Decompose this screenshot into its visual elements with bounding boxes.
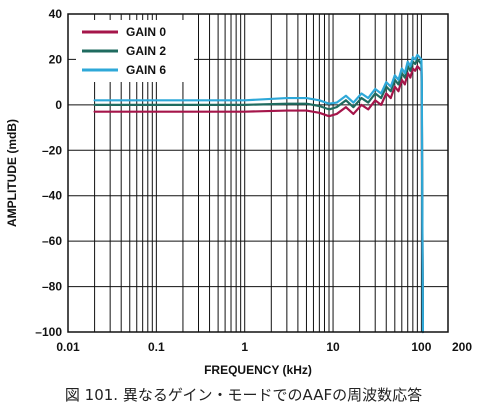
y-axis-label: AMPLITUDE (mdB)	[5, 119, 19, 227]
x-tick-label: 0.01	[56, 340, 80, 354]
figure-caption: 図 101. 異なるゲイン・モードでのAAFの周波数応答	[64, 386, 423, 404]
y-tick-label: 20	[49, 52, 63, 66]
x-tick-label: 0.1	[148, 340, 165, 354]
legend: GAIN 0 GAIN 2 GAIN 6	[76, 20, 194, 82]
y-tick-label: –80	[42, 280, 62, 294]
y-tick-label: –40	[42, 189, 62, 203]
y-tick-label: –20	[42, 143, 62, 157]
x-tick-label: 1	[241, 340, 248, 354]
x-tick-label: 100	[411, 340, 431, 354]
y-tick-label: –60	[42, 234, 62, 248]
legend-label: GAIN 6	[126, 63, 166, 77]
series-line-gain-0	[93, 65, 425, 334]
series-line-gain-6	[93, 53, 425, 334]
x-tick-label: 200	[452, 340, 472, 354]
series-layer	[93, 53, 425, 334]
x-axis-label: FREQUENCY (kHz)	[204, 363, 312, 377]
series-line-gain-2	[93, 58, 425, 334]
y-tick-label: –100	[35, 325, 62, 339]
y-tick-label: 0	[55, 98, 62, 112]
x-tick-label: 10	[326, 340, 340, 354]
legend-label: GAIN 2	[126, 44, 166, 58]
plot-border	[67, 13, 449, 333]
legend-label: GAIN 0	[126, 25, 166, 39]
y-tick-label: 40	[49, 7, 63, 21]
